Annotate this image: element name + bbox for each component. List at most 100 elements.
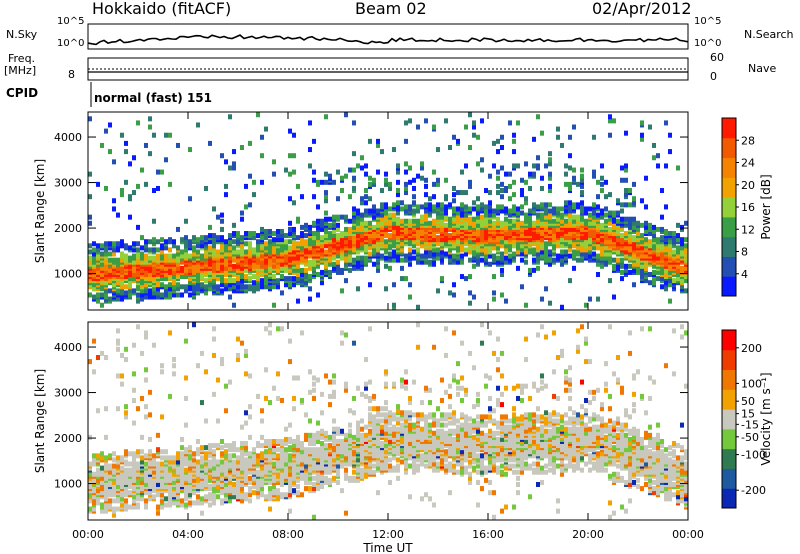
power-cell	[644, 265, 648, 271]
velocity-cell	[196, 475, 200, 481]
power-cell	[260, 263, 264, 269]
power-cell	[248, 140, 252, 146]
power-cell	[548, 208, 552, 214]
power-cell	[676, 222, 680, 228]
power-cell	[144, 243, 148, 249]
power-cell	[92, 247, 96, 253]
velocity-cell	[192, 457, 196, 463]
power-cell	[560, 142, 564, 148]
power-cell	[240, 251, 244, 257]
power-cell	[572, 218, 576, 224]
velocity-cell	[112, 463, 116, 469]
velocity-cell	[324, 430, 328, 436]
velocity-cell	[128, 490, 132, 496]
power-cell	[588, 296, 592, 302]
power-cell	[668, 278, 672, 284]
power-cell	[476, 247, 480, 253]
power-cell	[392, 249, 396, 255]
power-cell	[184, 243, 188, 249]
power-cell	[180, 292, 184, 298]
power-cell	[324, 190, 328, 196]
power-cell	[500, 239, 504, 245]
power-cell	[124, 284, 128, 290]
power-cell	[232, 263, 236, 269]
power-cell	[248, 231, 252, 237]
velocity-cell	[316, 377, 320, 383]
velocity-cell	[156, 447, 160, 453]
power-cell	[580, 226, 584, 232]
power-cell	[276, 257, 280, 263]
power-cell	[532, 267, 536, 273]
power-cell	[480, 251, 484, 257]
power-cell	[300, 231, 304, 237]
power-cell	[244, 231, 248, 237]
power-cell	[384, 202, 388, 208]
velocity-cell	[140, 350, 144, 356]
power-cell	[492, 220, 496, 226]
power-cell	[136, 247, 140, 253]
velocity-cell	[144, 330, 148, 336]
power-cell	[252, 235, 256, 241]
power-cell	[480, 247, 484, 253]
power-cell	[480, 206, 484, 212]
velocity-cell	[104, 355, 108, 361]
power-cell	[592, 202, 596, 208]
noise-panel-frame	[87, 23, 689, 50]
power-cell	[568, 253, 572, 259]
power-cell	[152, 218, 156, 224]
power-cell	[316, 292, 320, 298]
velocity-cell	[288, 359, 292, 365]
velocity-cell	[236, 336, 240, 342]
power-cell	[572, 167, 576, 173]
power-cell	[656, 226, 660, 232]
power-cell	[620, 269, 624, 275]
velocity-cell	[104, 471, 108, 477]
power-cell	[164, 284, 168, 290]
power-cell	[500, 204, 504, 210]
velocity-cell	[276, 395, 280, 401]
velocity-cell	[160, 492, 164, 498]
power-cell	[628, 233, 632, 239]
power-cell	[528, 267, 532, 273]
velocity-cell	[272, 438, 276, 444]
power-cell	[664, 271, 668, 277]
velocity-cell	[116, 475, 120, 481]
power-cell	[648, 271, 652, 277]
power-cell	[292, 200, 296, 206]
velocity-cell	[296, 447, 300, 453]
velocity-cell	[124, 346, 128, 352]
velocity-cell	[308, 369, 312, 375]
power-cell	[588, 237, 592, 243]
power-cell	[228, 255, 232, 261]
power-cell	[228, 245, 232, 251]
velocity-cell	[312, 481, 316, 487]
power-cell	[464, 204, 468, 210]
power-cell	[532, 220, 536, 226]
power-cell	[644, 175, 648, 181]
power-cell	[388, 245, 392, 251]
velocity-cell	[304, 475, 308, 481]
velocity-cell	[132, 420, 136, 426]
power-cell	[456, 247, 460, 253]
velocity-cell	[192, 461, 196, 467]
velocity-cell	[292, 488, 296, 494]
velocity-cell	[180, 481, 184, 487]
power-cell	[148, 116, 152, 122]
power-cell	[96, 253, 100, 259]
power-cell	[364, 243, 368, 249]
power-cell	[512, 138, 516, 144]
power-cell	[320, 269, 324, 275]
power-cell	[472, 255, 476, 261]
velocity-cell	[268, 457, 272, 463]
velocity-cell	[124, 410, 128, 416]
power-cell	[348, 226, 352, 232]
power-cell	[208, 140, 212, 146]
velocity-cell	[156, 510, 160, 516]
power-cell	[544, 286, 548, 292]
power-cell	[260, 153, 264, 159]
power-cell	[112, 241, 116, 247]
power-cell	[336, 226, 340, 232]
power-cell	[108, 149, 112, 155]
power-cell	[452, 206, 456, 212]
power-cell	[420, 204, 424, 210]
